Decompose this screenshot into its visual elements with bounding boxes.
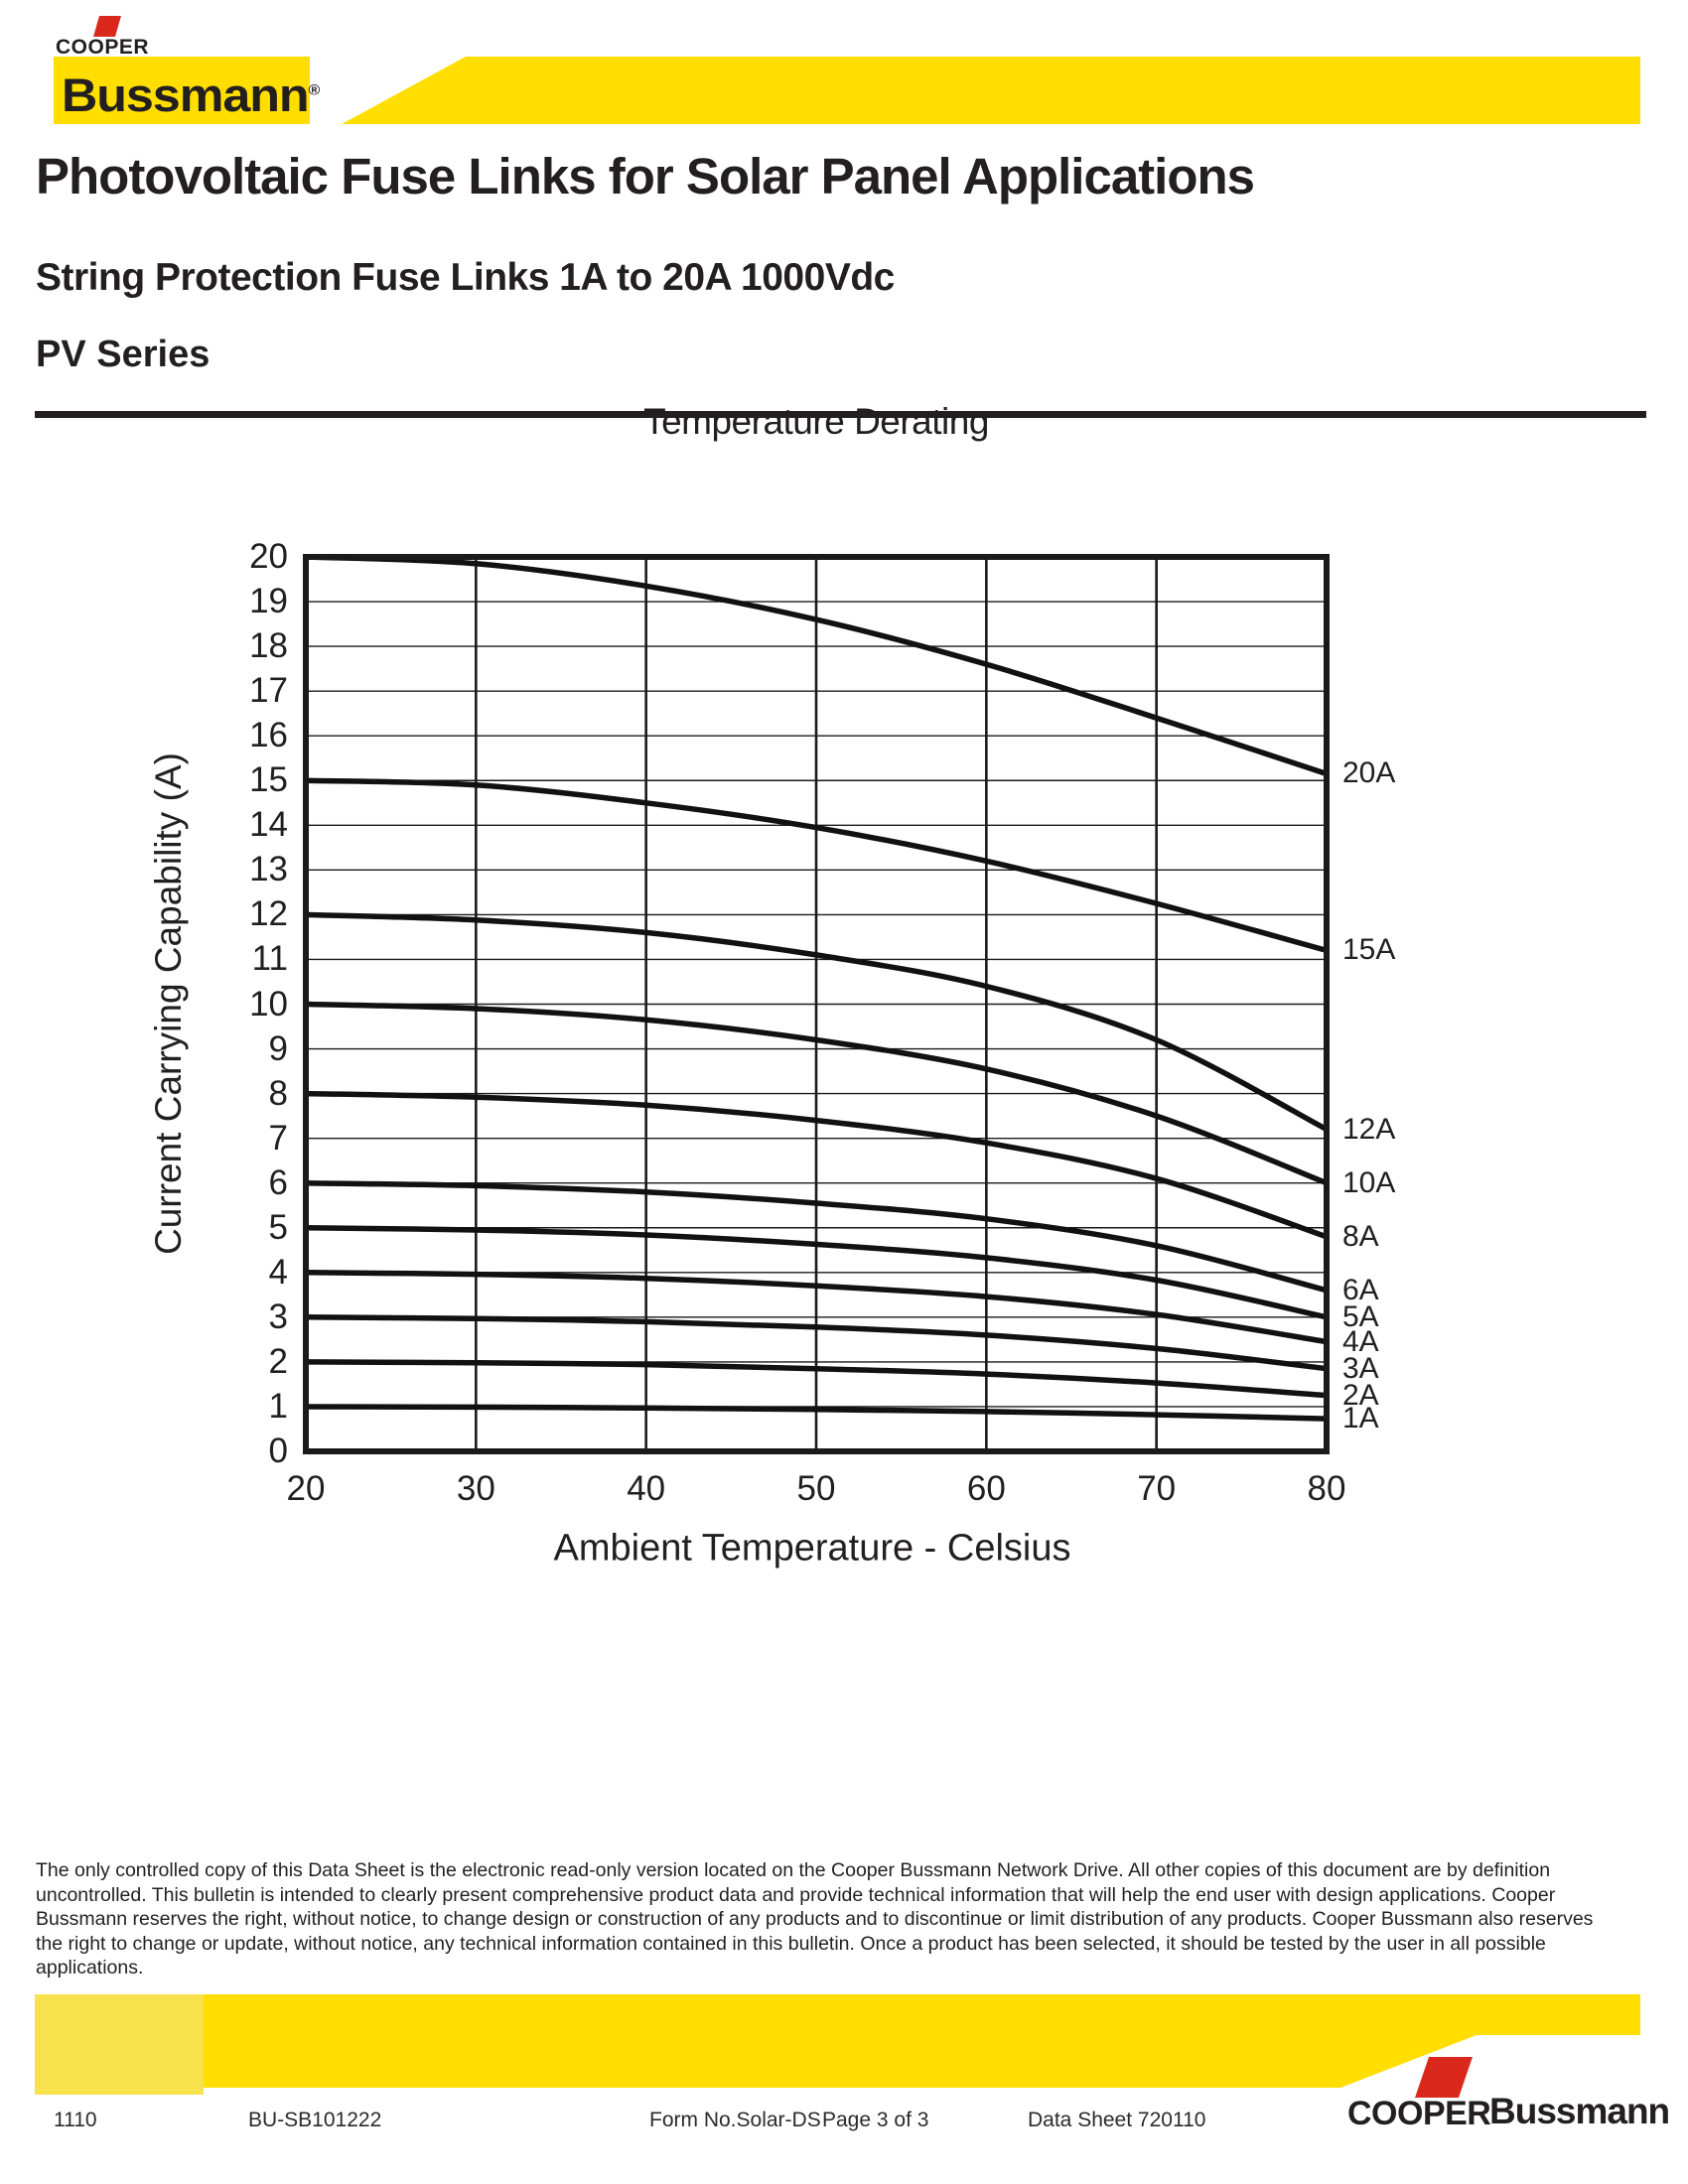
curve-label-15A: 15A — [1342, 933, 1396, 967]
footer-meta-item-5: Data Sheet 720110 — [1028, 2109, 1206, 2131]
registered-trademark: ® — [308, 81, 321, 99]
y-tick-label-18: 18 — [249, 626, 288, 666]
derating-curve-1A — [305, 1404, 1328, 1422]
x-tick-label-70: 70 — [1137, 1469, 1177, 1508]
y-tick-label-0: 0 — [268, 1432, 288, 1470]
curve-label-12A: 12A — [1342, 1112, 1396, 1146]
footer-meta-item-2: BU-SB101222 — [248, 2109, 382, 2131]
derating-curve-4A — [305, 1270, 1328, 1345]
y-tick-label-16: 16 — [249, 716, 288, 755]
footer-meta-item-1: 1110 — [54, 2109, 97, 2131]
x-tick-label-30: 30 — [456, 1469, 495, 1508]
x-tick-label-80: 80 — [1307, 1469, 1346, 1508]
derating-curve-3A — [305, 1314, 1328, 1372]
x-axis-title: Ambient Temperature - Celsius — [553, 1527, 1071, 1570]
y-tick-label-17: 17 — [249, 671, 288, 711]
y-tick-label-5: 5 — [268, 1207, 288, 1247]
y-tick-label-8: 8 — [268, 1073, 288, 1113]
cooper-red-flag-icon — [93, 16, 121, 37]
curve-label-3A: 3A — [1342, 1351, 1379, 1385]
page-title: Photovoltaic Fuse Links for Solar Panel … — [36, 148, 1255, 205]
derating-curve-10A — [305, 1001, 1329, 1186]
derating-curve-8A — [305, 1090, 1328, 1240]
y-tick-label-12: 12 — [249, 894, 288, 934]
header-yellow-band — [342, 57, 1640, 124]
curve-label-6A: 6A — [1342, 1273, 1379, 1306]
cooper-red-flag-icon-footer — [1415, 2057, 1473, 2098]
y-tick-label-9: 9 — [268, 1028, 288, 1068]
y-tick-label-6: 6 — [268, 1162, 288, 1202]
plot-border — [303, 554, 1330, 1454]
footer-yellow-light-segment — [35, 1994, 204, 2095]
curve-label-5A: 5A — [1342, 1299, 1379, 1333]
footer-yellow-band — [35, 1994, 1640, 2088]
y-tick-label-20: 20 — [249, 537, 288, 576]
chart-title: Temperature Derating — [643, 401, 989, 442]
header-yellow-block — [54, 57, 310, 124]
x-tick-label-60: 60 — [966, 1469, 1006, 1508]
curve-label-10A: 10A — [1342, 1165, 1396, 1199]
series-label: PV Series — [36, 334, 211, 375]
derating-curve-5A — [305, 1225, 1328, 1320]
disclaimer-paragraph: The only controlled copy of this Data Sh… — [36, 1859, 1594, 1979]
derating-curve-20A — [305, 554, 1328, 777]
footer-bussmann-wordmark: Bussmann — [1489, 2091, 1670, 2131]
footer-meta-item-4: Page 3 of 3 — [822, 2109, 929, 2131]
y-tick-label-3: 3 — [268, 1297, 288, 1336]
y-tick-label-7: 7 — [268, 1118, 288, 1158]
footer-cooper-wordmark: COOPER — [1347, 2095, 1491, 2132]
cooper-wordmark: COOPER — [56, 36, 150, 59]
derating-curves — [305, 554, 1329, 1422]
bussmann-logotype: Bussmann® — [62, 68, 321, 122]
y-tick-label-15: 15 — [249, 760, 288, 800]
bussmann-logotype-text: Bussmann — [62, 68, 310, 121]
curve-label-20A: 20A — [1342, 756, 1396, 790]
x-tick-label-20: 20 — [286, 1469, 326, 1508]
curve-label-1A: 1A — [1342, 1402, 1379, 1435]
curve-label-8A: 8A — [1342, 1219, 1379, 1253]
x-tick-label-50: 50 — [796, 1469, 836, 1508]
y-tick-label-1: 1 — [268, 1386, 288, 1426]
derating-curve-15A — [305, 777, 1328, 954]
y-tick-label-4: 4 — [268, 1252, 288, 1292]
derating-curve-2A — [305, 1359, 1328, 1399]
footer-meta-item-3: Form No.Solar-DS — [649, 2109, 821, 2131]
x-tick-label-40: 40 — [627, 1469, 666, 1508]
page-subtitle: String Protection Fuse Links 1A to 20A 1… — [36, 256, 895, 299]
title-rule — [35, 411, 1646, 418]
y-tick-label-2: 2 — [268, 1341, 288, 1381]
y-tick-label-19: 19 — [249, 582, 288, 621]
y-tick-label-10: 10 — [249, 984, 288, 1024]
curve-label-2A: 2A — [1342, 1378, 1379, 1412]
y-tick-label-13: 13 — [249, 850, 288, 889]
derating-curve-12A — [305, 911, 1329, 1133]
curve-label-4A: 4A — [1342, 1324, 1379, 1358]
y-tick-label-11: 11 — [251, 939, 288, 979]
y-tick-label-14: 14 — [249, 805, 288, 845]
derating-curve-6A — [305, 1179, 1328, 1294]
